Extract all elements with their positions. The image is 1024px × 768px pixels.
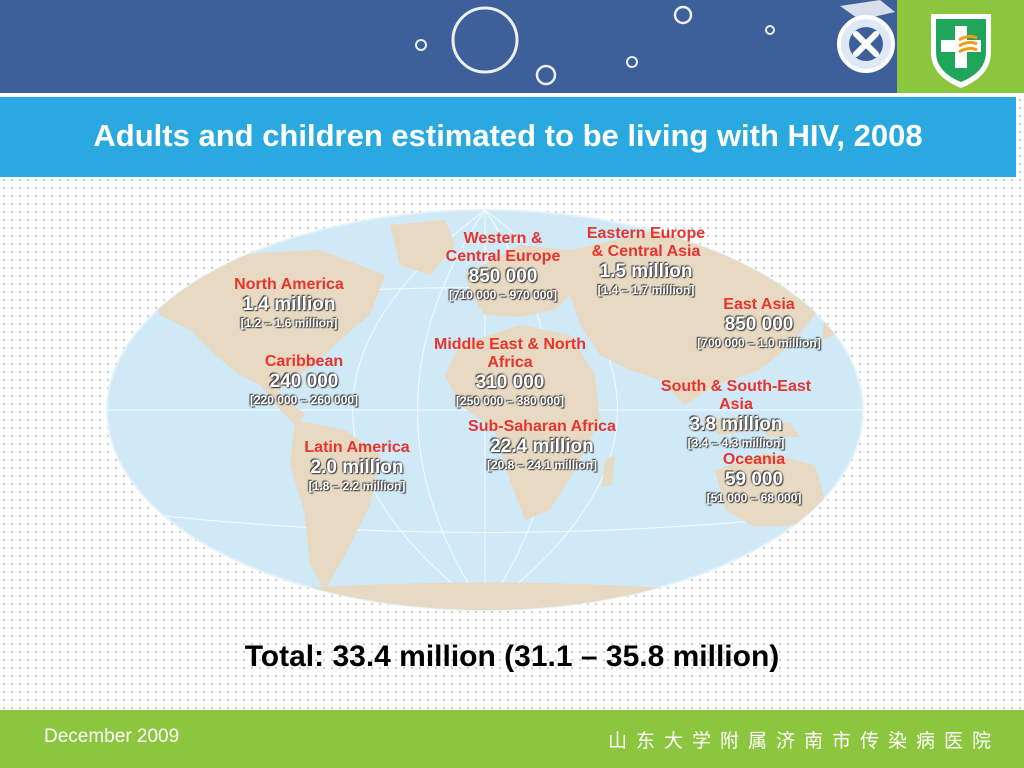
- region-value: 3.8 million: [689, 414, 783, 435]
- region-range: [250 000 – 380 000]: [455, 394, 565, 408]
- page-title: Adults and children estimated to be livi…: [93, 118, 923, 153]
- region-value: 850 000: [724, 314, 794, 335]
- region-western-central-europe: Western & Central Europe 850 000 [710 00…: [428, 230, 578, 302]
- region-name-line-1: Eastern Europe: [586, 225, 706, 242]
- region-name: Oceania: [722, 451, 786, 468]
- region-range: [220 000 – 260 000]: [249, 393, 359, 407]
- region-south-south-east-asia: South & South-East Asia 3.8 million [3.4…: [636, 378, 836, 450]
- footer-date: December 2009: [44, 726, 180, 747]
- region-eastern-europe-central-asia: Eastern Europe & Central Asia 1.5 millio…: [571, 225, 721, 297]
- world-map-graphic: [106, 209, 864, 611]
- region-name: Latin America: [304, 439, 410, 456]
- footer-bar: December 2009 山东大学附属济南市传染病医院: [0, 710, 1024, 768]
- region-latin-america: Latin America 2.0 million [1.8 – 2.2 mil…: [282, 439, 432, 493]
- region-name: North America: [234, 276, 344, 293]
- region-name: Sub-Saharan Africa: [468, 418, 616, 435]
- region-name-line-2: & Central Asia: [591, 243, 701, 260]
- region-caribbean: Caribbean 240 000 [220 000 – 260 000]: [234, 353, 374, 407]
- region-oceania: Oceania 59 000 [51 000 – 68 000]: [684, 451, 824, 505]
- region-value: 22.4 million: [490, 436, 594, 457]
- region-value: 1.4 million: [242, 294, 336, 315]
- region-name: East Asia: [723, 296, 795, 313]
- region-value: 1.5 million: [599, 261, 693, 282]
- region-north-america: North America 1.4 million [1.2 – 1.6 mil…: [219, 276, 359, 330]
- total-estimate: Total: 33.4 million (31.1 – 35.8 million…: [244, 640, 780, 673]
- region-value: 240 000: [269, 371, 339, 392]
- region-range: [3.4 – 4.3 million]: [687, 436, 785, 450]
- medical-cross-icon: [837, 0, 895, 73]
- region-value: 59 000: [724, 469, 784, 490]
- region-middle-east-north-africa: Middle East & North Africa 310 000 [250 …: [410, 336, 610, 408]
- region-range: [20.8 – 24.1 million]: [486, 458, 598, 472]
- bubble-decoration: [415, 5, 775, 86]
- region-name-line-2: Central Europe: [445, 248, 561, 265]
- region-range: [51 000 – 68 000]: [706, 491, 802, 505]
- hospital-logo-area: [897, 0, 1024, 93]
- region-value: 850 000: [468, 266, 538, 287]
- region-range: [1.2 – 1.6 million]: [240, 316, 338, 330]
- region-value: 310 000: [475, 372, 545, 393]
- title-bar: Adults and children estimated to be livi…: [0, 97, 1016, 177]
- region-range: [1.4 – 1.7 million]: [597, 283, 695, 297]
- footer-hospital-name: 山东大学附属济南市传染病医院: [607, 731, 1000, 752]
- region-name-line-1: Western &: [463, 230, 543, 247]
- region-name-line-2: Asia: [719, 396, 753, 413]
- region-range: [1.8 – 2.2 million]: [308, 479, 406, 493]
- hospital-shield-logo: [931, 14, 991, 88]
- region-sub-saharan-africa: Sub-Saharan Africa 22.4 million [20.8 – …: [442, 418, 642, 472]
- region-east-asia: East Asia 850 000 [700 000 – 1.0 million…: [674, 296, 844, 350]
- region-value: 2.0 million: [310, 457, 404, 478]
- top-banner: [0, 0, 1024, 93]
- region-name-line-1: Middle East & North: [433, 336, 586, 353]
- region-range: [700 000 – 1.0 million]: [697, 336, 821, 350]
- region-range: [710 000 – 970 000]: [448, 288, 558, 302]
- world-map: North America 1.4 million [1.2 – 1.6 mil…: [100, 205, 870, 615]
- region-name: Caribbean: [264, 353, 344, 370]
- region-name-line-1: South & South-East: [660, 378, 812, 395]
- region-name-line-2: Africa: [487, 354, 533, 371]
